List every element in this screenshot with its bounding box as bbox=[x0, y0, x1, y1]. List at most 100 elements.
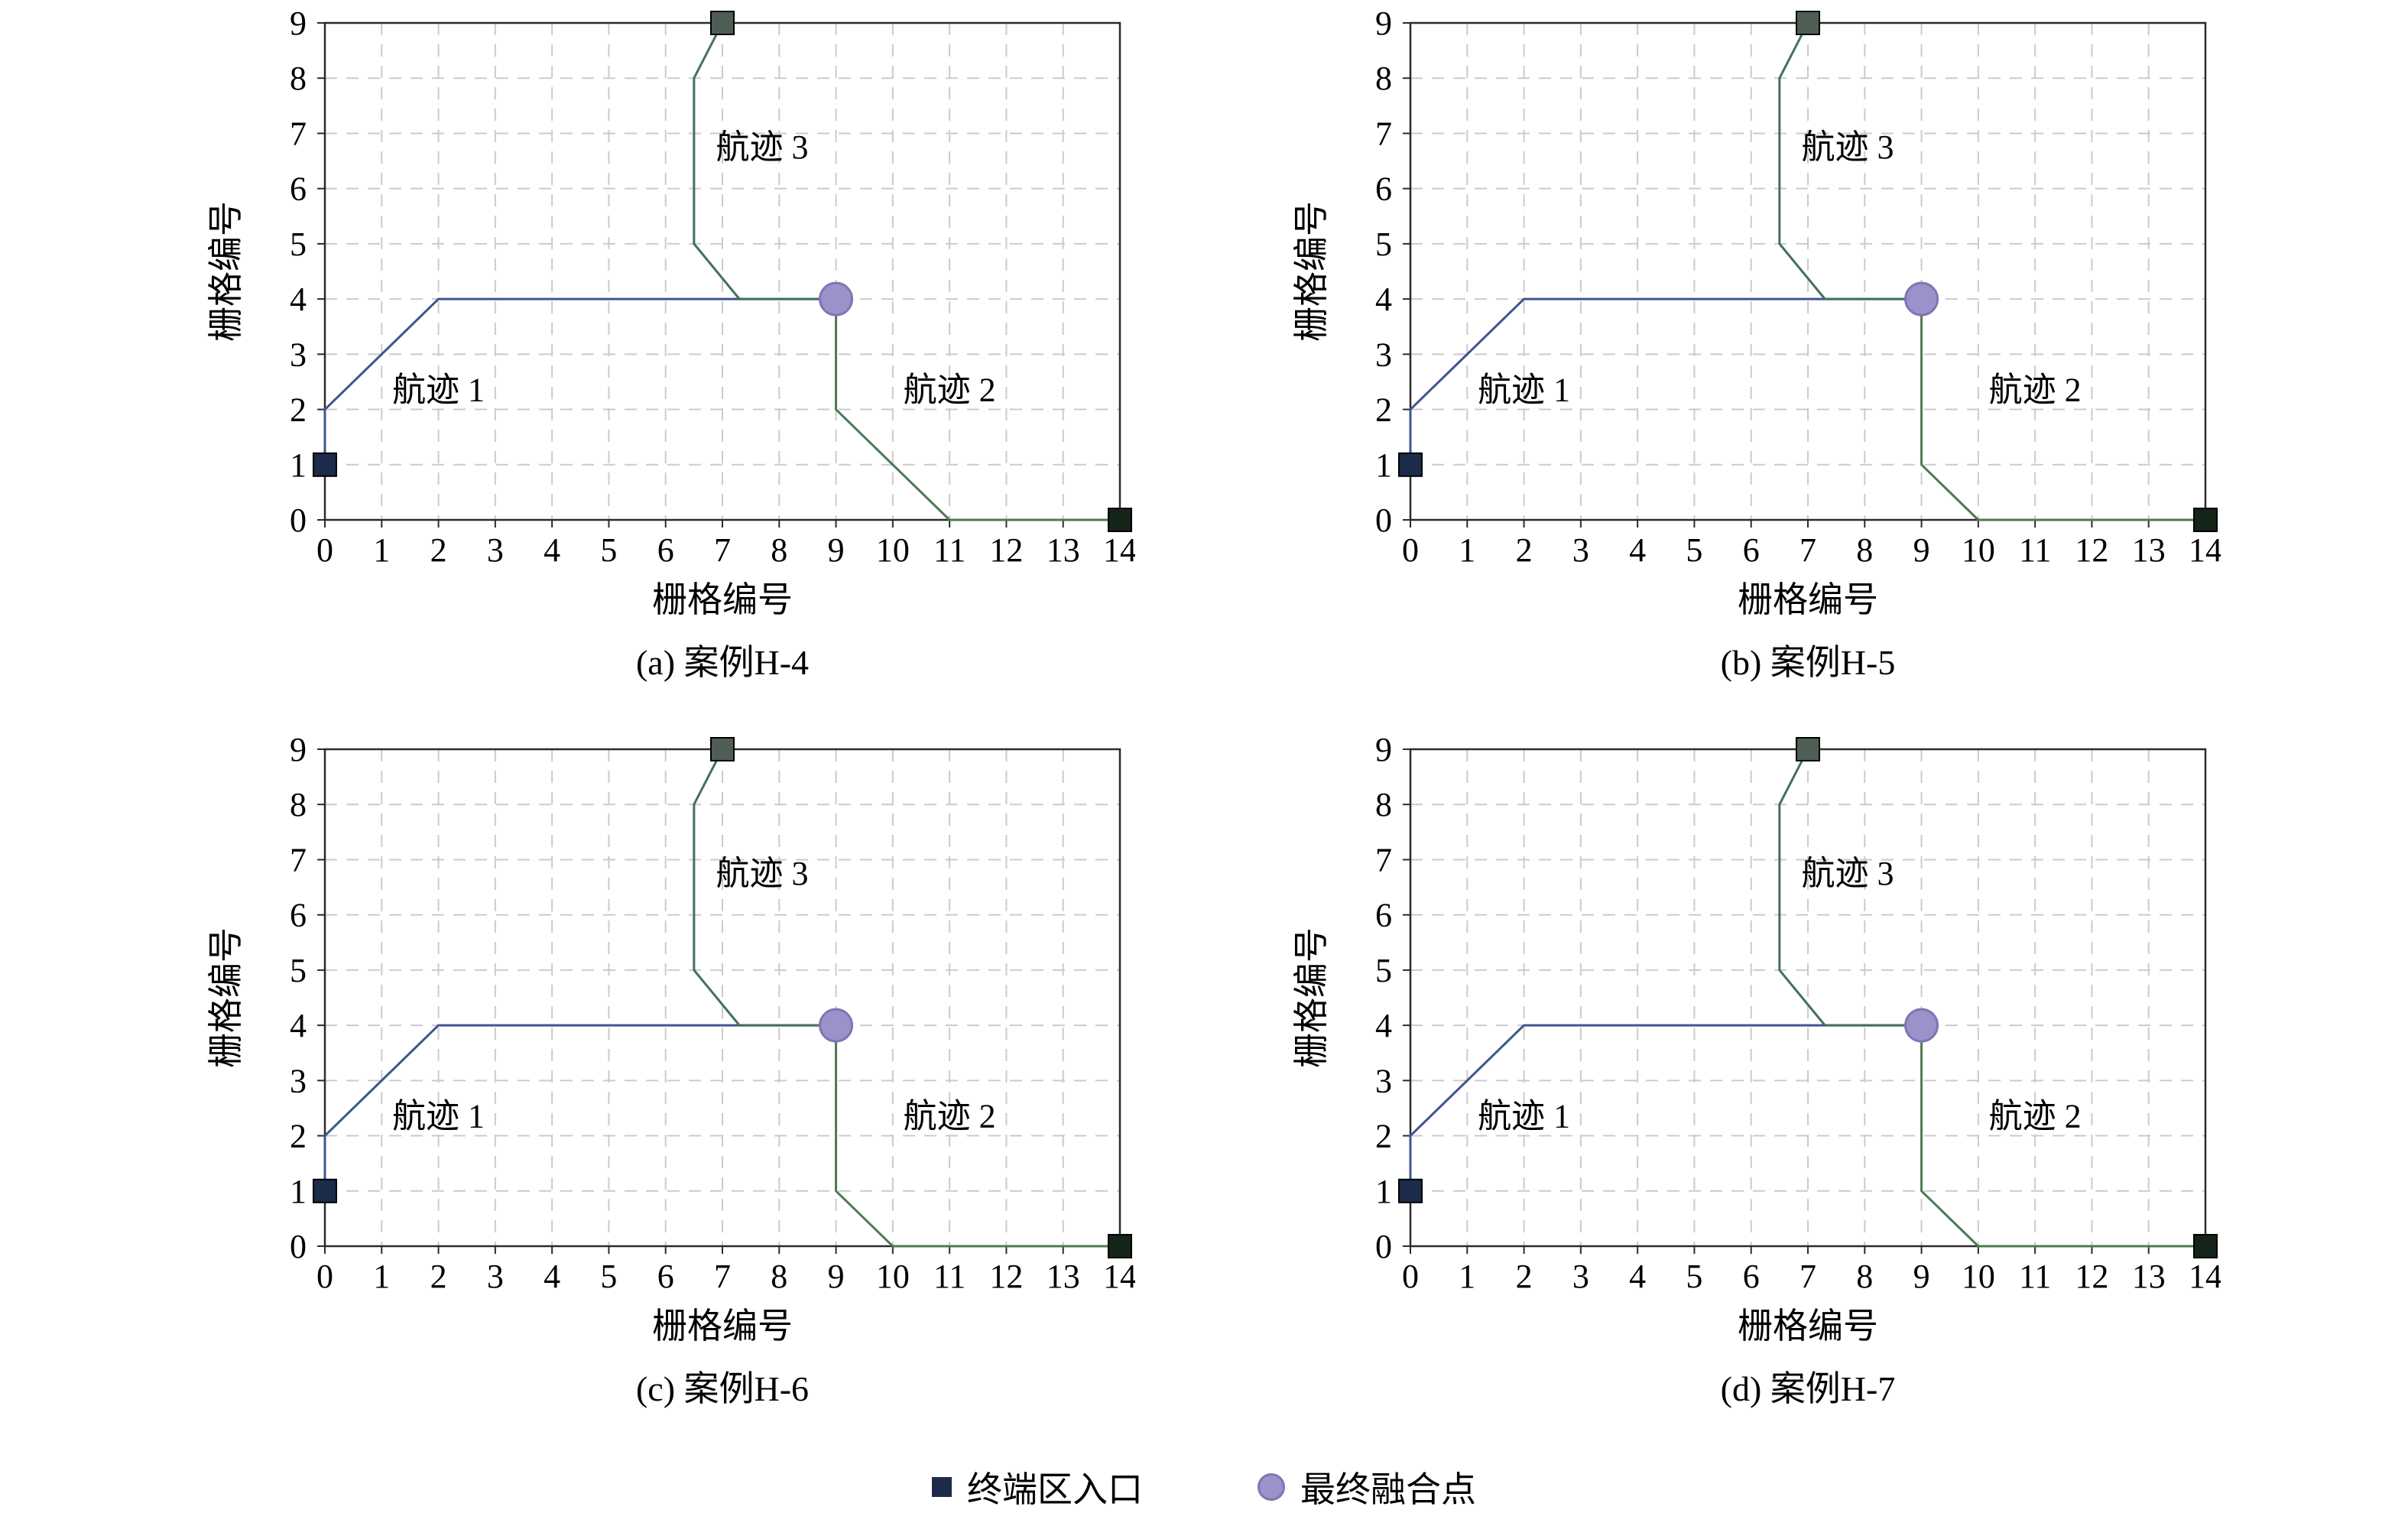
svg-text:航迹 2: 航迹 2 bbox=[904, 372, 996, 409]
svg-text:10: 10 bbox=[876, 1258, 910, 1295]
svg-text:11: 11 bbox=[2019, 531, 2051, 569]
svg-text:航迹 3: 航迹 3 bbox=[716, 855, 809, 892]
svg-text:8: 8 bbox=[771, 1258, 787, 1295]
svg-text:10: 10 bbox=[1962, 531, 1995, 569]
svg-text:11: 11 bbox=[933, 1258, 965, 1295]
svg-text:11: 11 bbox=[933, 531, 965, 569]
svg-text:4: 4 bbox=[1375, 1007, 1392, 1044]
svg-text:1: 1 bbox=[1375, 446, 1392, 484]
svg-text:7: 7 bbox=[290, 115, 307, 152]
charts-grid: 0 1 2 3 4 5 6 7 8 9 10 11 12 13 14 0 1 2 3 4 5 6 7 8 9 航迹 1 航迹 2 航迹… bbox=[187, 6, 2221, 1420]
svg-text:6: 6 bbox=[1375, 897, 1392, 934]
svg-text:3: 3 bbox=[1572, 531, 1589, 569]
svg-text:13: 13 bbox=[1047, 531, 1080, 569]
x-axis-label: 栅格编号 bbox=[652, 1307, 793, 1346]
svg-text:12: 12 bbox=[989, 1258, 1023, 1295]
svg-text:1: 1 bbox=[373, 531, 390, 569]
svg-text:4: 4 bbox=[1629, 1258, 1646, 1295]
svg-text:13: 13 bbox=[1047, 1258, 1080, 1295]
svg-text:4: 4 bbox=[1375, 281, 1392, 318]
x-axis-label: 栅格编号 bbox=[652, 580, 793, 619]
svg-text:航迹 3: 航迹 3 bbox=[1802, 855, 1894, 892]
svg-text:3: 3 bbox=[290, 1062, 307, 1099]
svg-text:14: 14 bbox=[1103, 1258, 1135, 1295]
svg-text:4: 4 bbox=[1629, 531, 1646, 569]
svg-text:12: 12 bbox=[989, 531, 1023, 569]
svg-text:5: 5 bbox=[1375, 952, 1392, 989]
subplot-c: 0 1 2 3 4 5 6 7 8 9 10 11 12 13 14 0 1 2 3 4 5 6 7 8 9 航迹 1 航迹 2 航迹… bbox=[187, 732, 1135, 1420]
svg-text:8: 8 bbox=[1856, 1258, 1873, 1295]
svg-text:0: 0 bbox=[1402, 1258, 1419, 1295]
svg-text:12: 12 bbox=[2075, 531, 2108, 569]
svg-text:6: 6 bbox=[290, 170, 307, 208]
legend-item-entry: 终端区入口 bbox=[932, 1462, 1143, 1512]
svg-text:0: 0 bbox=[1375, 502, 1392, 539]
svg-text:8: 8 bbox=[1856, 531, 1873, 569]
x-axis-label: 栅格编号 bbox=[1738, 1307, 1878, 1346]
svg-text:3: 3 bbox=[1572, 1258, 1589, 1295]
svg-text:1: 1 bbox=[1375, 1173, 1392, 1210]
svg-text:10: 10 bbox=[1962, 1258, 1995, 1295]
svg-text:2: 2 bbox=[1516, 531, 1533, 569]
svg-text:0: 0 bbox=[316, 1258, 333, 1295]
svg-text:7: 7 bbox=[290, 841, 307, 878]
svg-text:9: 9 bbox=[290, 6, 307, 42]
svg-text:3: 3 bbox=[487, 531, 504, 569]
svg-text:2: 2 bbox=[1375, 1118, 1392, 1155]
final-merge-circle-icon bbox=[1258, 1473, 1285, 1501]
svg-text:6: 6 bbox=[657, 531, 674, 569]
svg-text:7: 7 bbox=[1375, 841, 1392, 878]
svg-text:9: 9 bbox=[290, 732, 307, 768]
svg-text:0: 0 bbox=[290, 502, 307, 539]
svg-text:5: 5 bbox=[1686, 1258, 1702, 1295]
svg-text:2: 2 bbox=[290, 391, 307, 429]
legend-item-merge: 最终融合点 bbox=[1258, 1462, 1476, 1512]
svg-text:航迹 2: 航迹 2 bbox=[1989, 1098, 2082, 1135]
svg-text:航迹 1: 航迹 1 bbox=[392, 372, 485, 409]
svg-text:5: 5 bbox=[290, 952, 307, 989]
subplot-b: 0 1 2 3 4 5 6 7 8 9 10 11 12 13 14 0 1 2 3 4 5 6 7 8 9 航迹 1 航迹 2 航迹… bbox=[1273, 6, 2221, 694]
svg-text:2: 2 bbox=[1375, 391, 1392, 429]
svg-text:6: 6 bbox=[1743, 1258, 1760, 1295]
svg-text:7: 7 bbox=[714, 1258, 731, 1295]
svg-text:3: 3 bbox=[487, 1258, 504, 1295]
svg-text:9: 9 bbox=[828, 531, 845, 569]
svg-text:1: 1 bbox=[290, 1173, 307, 1210]
svg-text:航迹 3: 航迹 3 bbox=[1802, 128, 1894, 166]
svg-text:2: 2 bbox=[430, 531, 447, 569]
svg-text:2: 2 bbox=[430, 1258, 447, 1295]
svg-text:航迹 1: 航迹 1 bbox=[392, 1098, 485, 1135]
svg-text:5: 5 bbox=[1375, 226, 1392, 263]
svg-text:3: 3 bbox=[290, 336, 307, 373]
svg-text:1: 1 bbox=[373, 1258, 390, 1295]
svg-text:13: 13 bbox=[2132, 1258, 2166, 1295]
subplot-caption: (c) 案例H-6 bbox=[635, 1369, 810, 1408]
svg-text:8: 8 bbox=[290, 60, 307, 97]
svg-text:14: 14 bbox=[2189, 1258, 2221, 1295]
svg-text:14: 14 bbox=[2189, 531, 2221, 569]
svg-text:8: 8 bbox=[771, 531, 787, 569]
svg-text:4: 4 bbox=[544, 531, 560, 569]
svg-text:4: 4 bbox=[290, 1007, 307, 1044]
svg-text:0: 0 bbox=[1375, 1228, 1392, 1265]
svg-text:9: 9 bbox=[1375, 6, 1392, 42]
svg-text:9: 9 bbox=[1375, 732, 1392, 768]
subplot-a: 0 1 2 3 4 5 6 7 8 9 10 11 12 13 14 0 1 2 3 4 5 6 7 8 9 航迹 1 航迹 2 航迹… bbox=[187, 6, 1135, 694]
svg-text:9: 9 bbox=[1913, 531, 1930, 569]
svg-text:9: 9 bbox=[1913, 1258, 1930, 1295]
svg-text:5: 5 bbox=[600, 531, 617, 569]
svg-text:6: 6 bbox=[1375, 170, 1392, 208]
svg-text:3: 3 bbox=[1375, 1062, 1392, 1099]
subplot-caption: (d) 案例H-7 bbox=[1720, 1369, 1896, 1408]
svg-text:2: 2 bbox=[290, 1118, 307, 1155]
svg-text:4: 4 bbox=[544, 1258, 560, 1295]
svg-text:12: 12 bbox=[2075, 1258, 2108, 1295]
svg-text:0: 0 bbox=[1402, 531, 1419, 569]
svg-text:9: 9 bbox=[828, 1258, 845, 1295]
svg-text:2: 2 bbox=[1516, 1258, 1533, 1295]
svg-text:6: 6 bbox=[657, 1258, 674, 1295]
svg-text:7: 7 bbox=[1800, 1258, 1816, 1295]
